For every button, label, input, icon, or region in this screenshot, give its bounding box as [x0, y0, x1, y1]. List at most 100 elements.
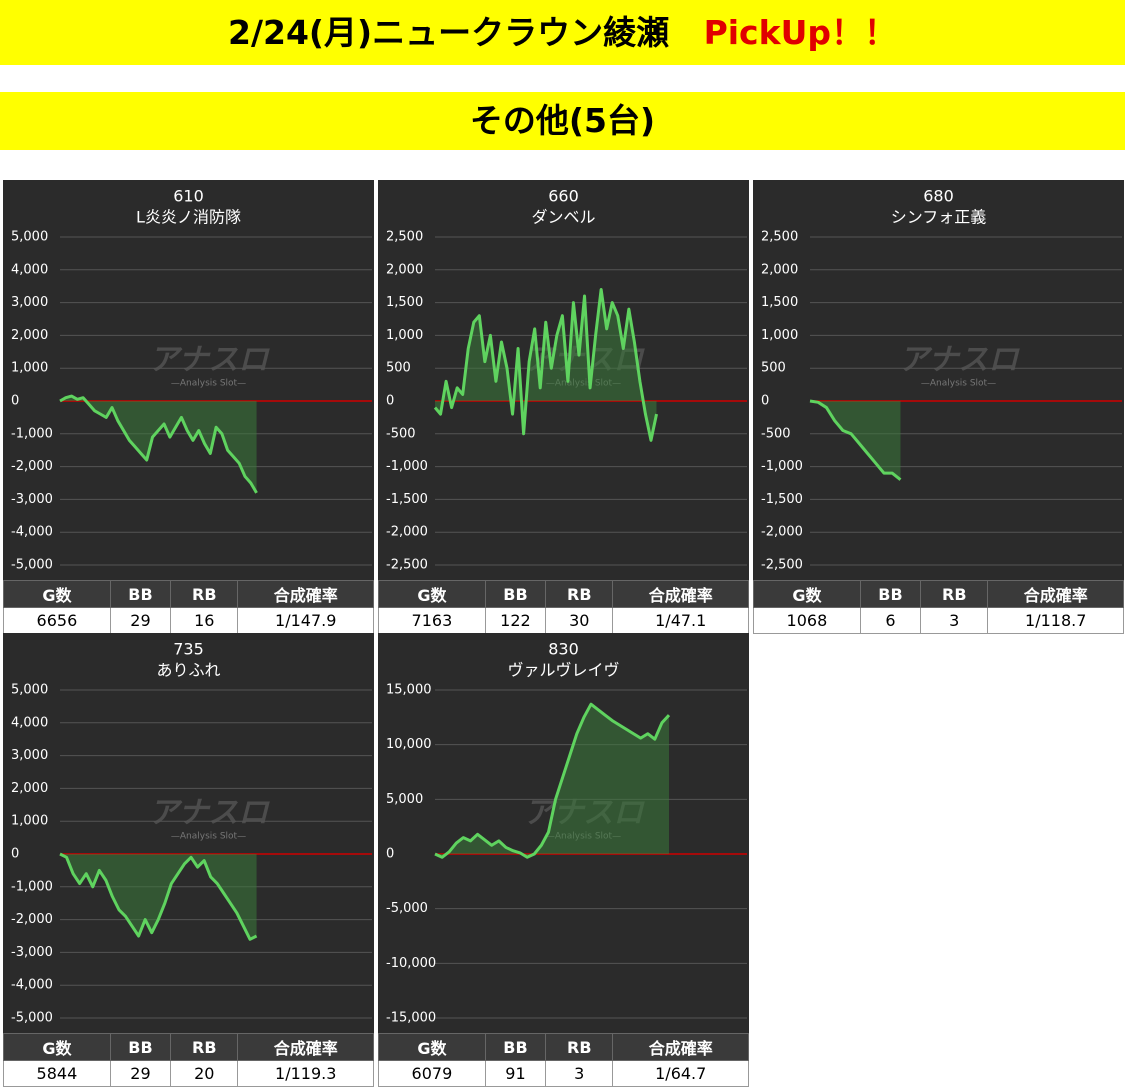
- header-cell: 合成確率: [237, 1033, 374, 1061]
- line: [59, 852, 258, 941]
- chart-subtitle: ヴァルヴレイヴ: [507, 661, 619, 680]
- watermark-sub: —Analysis Slot—: [921, 379, 996, 389]
- chart-panel: 830 ヴァルヴレイヴ 15,000 10,000 5,000 0 -5,000 -10,00…: [378, 633, 749, 1087]
- stats-table: G数 BB RB 合成確率 5844 29 20 1/119.3: [3, 1033, 374, 1087]
- line: [434, 702, 671, 859]
- y-tick-label: -15,000: [386, 1011, 436, 1026]
- y-tick-label: 1,500: [386, 295, 423, 310]
- cell: 29: [109, 607, 172, 634]
- table-row: 7163 122 30 1/47.1: [378, 607, 749, 634]
- cell: 16: [170, 607, 239, 634]
- chart-title: 830: [548, 640, 579, 659]
- y-tick-label: 1,000: [11, 361, 48, 376]
- area: [435, 289, 657, 441]
- y-tick-label: 5,000: [386, 792, 423, 807]
- table-header: G数 BB RB 合成確率: [3, 580, 374, 608]
- cell: 6: [859, 607, 922, 634]
- y-tick-label: -5,000: [386, 901, 428, 916]
- header-cell: BB: [109, 580, 172, 608]
- line: [59, 394, 258, 494]
- header-cell: BB: [484, 580, 547, 608]
- header-cell: 合成確率: [612, 1033, 749, 1061]
- chart-panel: 735 ありふれ 5,000 4,000 3,000 2,000 1,000 0 -1,000 -…: [3, 633, 374, 1087]
- watermark: アナスロ: [149, 343, 270, 378]
- table-row: 5844 29 20 1/119.3: [3, 1060, 374, 1087]
- stats-table: G数 BB RB 合成確率 6079 91 3 1/64.7: [378, 1033, 749, 1087]
- chart: 680 シンフォ正義 2,500 2,000 1,500 1,000 500 0 -500 -1,…: [753, 180, 1124, 580]
- header-cell: G数: [753, 580, 861, 608]
- y-tick-label: -2,000: [11, 459, 53, 474]
- header-cell: 合成確率: [237, 580, 374, 608]
- y-tick-label: 2,000: [11, 781, 48, 796]
- cell: 1/118.7: [987, 607, 1124, 634]
- y-tick-label: 2,000: [386, 262, 423, 277]
- y-tick-label: -2,000: [761, 525, 803, 540]
- area: [435, 704, 669, 858]
- header-cell: G数: [378, 580, 486, 608]
- cell: 3: [920, 607, 989, 634]
- header-cell: G数: [378, 1033, 486, 1061]
- cell: 1/147.9: [237, 607, 374, 634]
- chart-title: 660: [548, 187, 579, 206]
- title-highlight: PickUp！！: [703, 13, 897, 52]
- table-header: G数 BB RB 合成確率: [378, 580, 749, 608]
- y-tick-label: -500: [386, 426, 416, 441]
- line: [433, 287, 658, 442]
- y-tick-label: -1,000: [761, 459, 803, 474]
- y-tick-label: 1,500: [761, 295, 798, 310]
- chart-subtitle: ダンベル: [531, 208, 595, 227]
- cell: 3: [545, 1060, 614, 1087]
- line: [809, 399, 902, 481]
- cell: 1/64.7: [612, 1060, 749, 1087]
- y-tick-label: -5,000: [11, 1011, 53, 1026]
- y-tick-label: -10,000: [386, 956, 436, 971]
- title-banner: 2/24(月)ニュークラウン綾瀬 PickUp！！: [0, 0, 1125, 65]
- cell: 29: [109, 1060, 172, 1087]
- table-header: G数 BB RB 合成確率: [378, 1033, 749, 1061]
- subtitle-banner: その他(5台): [0, 92, 1125, 150]
- table-row: 1068 6 3 1/118.7: [753, 607, 1124, 634]
- y-tick-label: -5,000: [11, 558, 53, 573]
- table-row: 6656 29 16 1/147.9: [3, 607, 374, 634]
- y-tick-label: -1,000: [11, 879, 53, 894]
- watermark: アナスロ: [899, 343, 1020, 378]
- y-tick-label: 0: [11, 394, 19, 409]
- chart-panel: 680 シンフォ正義 2,500 2,000 1,500 1,000 500 0 -500 -1,…: [753, 180, 1124, 634]
- y-tick-label: 2,000: [11, 328, 48, 343]
- table-row: 6079 91 3 1/64.7: [378, 1060, 749, 1087]
- cell: 30: [545, 607, 614, 634]
- y-tick-label: -2,500: [386, 558, 428, 573]
- header-cell: 合成確率: [612, 580, 749, 608]
- watermark-sub: —Analysis Slot—: [171, 379, 246, 389]
- chart-title: 680: [923, 187, 954, 206]
- y-tick-label: -1,500: [386, 492, 428, 507]
- header-cell: BB: [484, 1033, 547, 1061]
- watermark: アナスロ: [149, 796, 270, 831]
- chart: 830 ヴァルヴレイヴ 15,000 10,000 5,000 0 -5,000 -10,00…: [378, 633, 749, 1033]
- y-tick-label: -4,000: [11, 978, 53, 993]
- y-tick-label: 3,000: [11, 748, 48, 763]
- cell: 122: [484, 607, 547, 634]
- y-tick-label: 15,000: [386, 683, 432, 698]
- cell: 1/47.1: [612, 607, 749, 634]
- y-tick-label: -1,500: [761, 492, 803, 507]
- y-tick-label: 0: [386, 847, 394, 862]
- cell: 1068: [753, 607, 861, 634]
- y-tick-label: 2,500: [386, 230, 423, 245]
- area: [810, 401, 901, 480]
- y-tick-label: 1,000: [11, 814, 48, 829]
- chart-panel: 610 L炎炎ノ消防隊 5,000 4,000 3,000 2,000 1,000 0 -1,0…: [3, 180, 374, 634]
- header-cell: RB: [545, 1033, 614, 1061]
- y-tick-label: 0: [11, 847, 19, 862]
- header-cell: RB: [545, 580, 614, 608]
- header-cell: RB: [170, 1033, 239, 1061]
- area: [60, 854, 257, 940]
- subtitle: その他(5台): [469, 101, 656, 140]
- chart-subtitle: シンフォ正義: [891, 208, 987, 227]
- header-cell: G数: [3, 580, 111, 608]
- header-cell: RB: [170, 580, 239, 608]
- y-tick-label: 1,000: [761, 328, 798, 343]
- y-tick-label: -3,000: [11, 945, 53, 960]
- y-tick-label: -3,000: [11, 492, 53, 507]
- y-tick-label: -2,000: [11, 912, 53, 927]
